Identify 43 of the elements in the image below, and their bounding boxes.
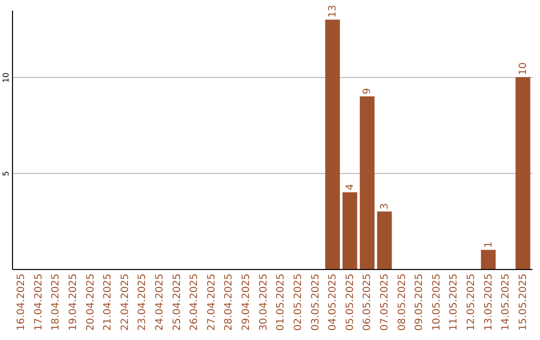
x-tick-label: 22.04.2025 — [120, 274, 131, 331]
x-tick-label: 08.05.2025 — [396, 274, 408, 331]
x-tick-label: 25.04.2025 — [172, 274, 183, 331]
x-tick-label: 04.05.2025 — [328, 274, 339, 331]
x-tick-label: 21.04.2025 — [102, 274, 114, 331]
x-tick-label: 18.04.2025 — [50, 274, 62, 331]
bar — [516, 77, 530, 269]
x-tick-label: 17.04.2025 — [33, 274, 44, 331]
x-tick-label: 26.04.2025 — [189, 274, 200, 331]
y-tick-label: 5 — [2, 171, 10, 176]
data-label: 4 — [344, 184, 356, 190]
x-tick-label: 19.04.2025 — [68, 274, 79, 331]
x-tick-label: 24.04.2025 — [154, 274, 166, 331]
x-tick-label: 03.05.2025 — [310, 274, 322, 331]
x-tick-label: 16.04.2025 — [16, 274, 28, 331]
x-tick-label: 02.05.2025 — [292, 274, 304, 331]
x-tick-label: 12.05.2025 — [466, 274, 477, 331]
bar — [377, 211, 392, 269]
x-tick-label: 28.04.2025 — [224, 274, 235, 331]
x-tick-label: 10.05.2025 — [431, 274, 442, 331]
x-tick-label: 30.04.2025 — [258, 274, 270, 331]
bar — [360, 96, 375, 269]
x-tick-label: 11.05.2025 — [448, 274, 460, 331]
bar — [480, 250, 496, 269]
x-tick-label: 29.04.2025 — [241, 274, 252, 331]
data-label: 3 — [379, 203, 390, 210]
bar — [325, 20, 340, 269]
x-tick-label: 06.05.2025 — [362, 274, 374, 331]
x-tick-label: 05.05.2025 — [344, 274, 356, 331]
data-label: 9 — [362, 88, 374, 94]
data-label: 1 — [483, 241, 494, 248]
data-label: 10 — [518, 62, 529, 76]
x-tick-label: 01.05.2025 — [276, 274, 287, 331]
data-label: 13 — [328, 4, 339, 18]
x-tick-label: 13.05.2025 — [483, 274, 494, 331]
x-tick-label: 27.04.2025 — [206, 274, 218, 331]
bar — [342, 192, 358, 269]
x-tick-label: 20.04.2025 — [85, 274, 96, 331]
x-tick-label: 14.05.2025 — [500, 274, 512, 331]
x-tick-label: 07.05.2025 — [379, 274, 390, 331]
x-tick-label: 15.05.2025 — [518, 274, 529, 331]
x-tick-label: 23.04.2025 — [137, 274, 148, 331]
x-tick-label: 09.05.2025 — [414, 274, 426, 331]
